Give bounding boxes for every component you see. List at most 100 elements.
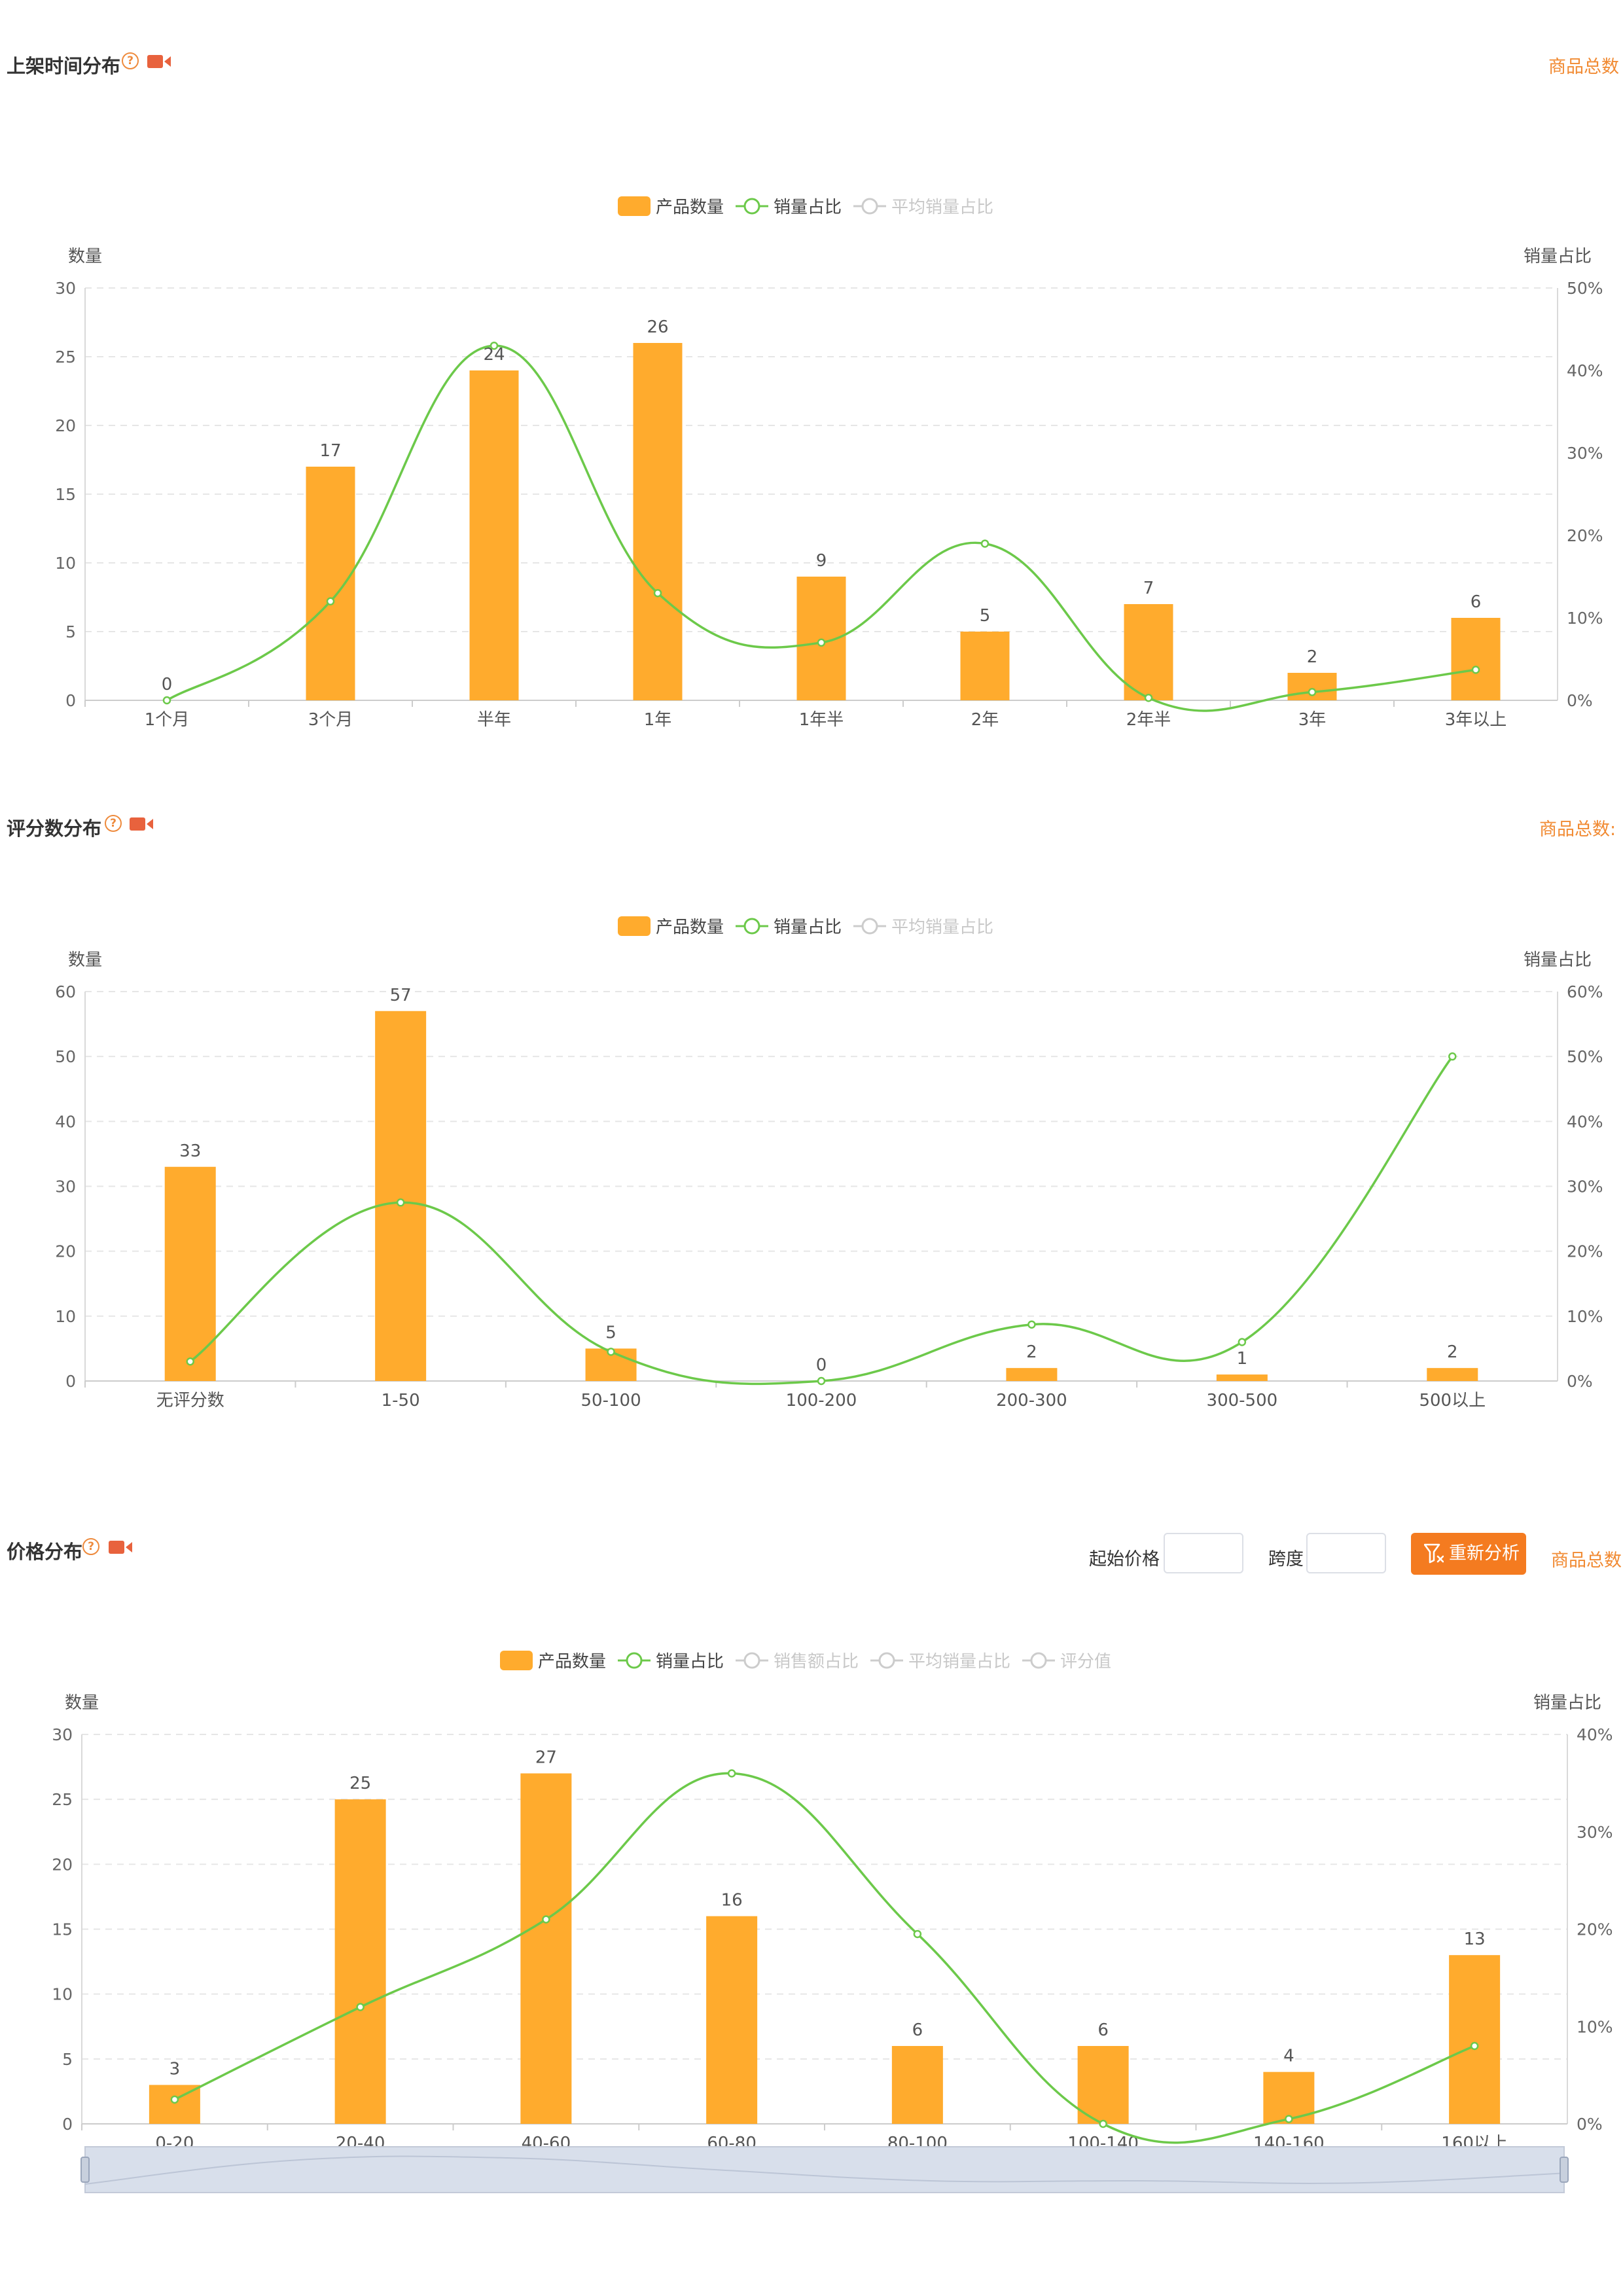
bar <box>334 1799 386 2124</box>
panel-title: 评分数分布 <box>7 817 102 840</box>
line-point <box>542 1915 550 1924</box>
legend-swatch-dot <box>878 1652 895 1669</box>
video-icon[interactable] <box>109 1539 132 1555</box>
video-icon[interactable] <box>130 816 153 832</box>
legend-swatch <box>618 196 651 216</box>
bar-value-label: 3 <box>169 2060 181 2079</box>
y-tick-label-right: 50% <box>1567 1047 1603 1066</box>
panel-header: 价格分布 ? 起始价格 跨度 重新分析 商品总数 <box>0 1532 1623 1575</box>
line-point <box>607 1348 615 1356</box>
legend-label: 平均销量占比 <box>891 198 993 217</box>
bar <box>891 2046 943 2124</box>
y-tick-label-left: 50 <box>55 1047 76 1066</box>
line-point <box>913 1929 922 1939</box>
legend-item: 销量占比 <box>736 918 842 937</box>
help-icon[interactable]: ? <box>105 815 122 832</box>
legend-swatch-dot <box>743 1652 760 1669</box>
legend-item: 销量占比 <box>736 198 842 217</box>
data-zoom-preview <box>84 2155 1565 2185</box>
legend-item: 平均销量占比 <box>853 198 993 217</box>
bar <box>520 1773 572 2124</box>
bar-value-label: 0 <box>816 1355 827 1375</box>
start-price-input[interactable] <box>1164 1533 1243 1573</box>
help-icon[interactable]: ? <box>82 1538 99 1555</box>
y-axis-left-title: 数量 <box>65 1693 99 1713</box>
x-tick-label: 300-500 <box>1207 1391 1278 1410</box>
y-tick-label-right: 40% <box>1567 361 1603 380</box>
x-tick-label: 3年以上 <box>1445 710 1507 730</box>
y-tick-label-right: 0% <box>1567 691 1593 710</box>
panel-listing-time: 上架时间分布 ? 商品总数 产品数量 销量占比 平均销量占比 数量 销量占比 0 5 10 15… <box>0 46 1623 730</box>
legend-swatch <box>618 916 651 936</box>
legend: 产品数量 销量占比 平均销量占比 <box>618 196 993 217</box>
x-tick-label: 无评分数 <box>156 1391 224 1410</box>
panel-rating-count: 评分数分布 ? 商品总数: 产品数量 销量占比 平均销量占比 数量 销量占比 0 10 20 3… <box>0 808 1623 1463</box>
y-axis-right-title: 销量占比 <box>1524 950 1592 970</box>
x-tick-label: 50-100 <box>581 1391 641 1410</box>
y-tick-label-left: 5 <box>62 2050 73 2069</box>
bar <box>960 632 1010 700</box>
line-point <box>162 696 171 705</box>
legend-item: 评分值 <box>1022 1652 1111 1672</box>
y-tick-label-left: 20 <box>55 1242 76 1261</box>
video-icon[interactable] <box>147 54 171 69</box>
bar-value-label: 17 <box>319 441 341 461</box>
bar <box>1216 1374 1268 1381</box>
bar <box>1077 2046 1129 2124</box>
x-tick-label: 1-50 <box>382 1391 420 1410</box>
y-tick-label-left: 25 <box>55 348 76 367</box>
bar-value-label: 4 <box>1283 2047 1294 2066</box>
line-point <box>653 588 662 598</box>
y-tick-label-left: 60 <box>55 982 76 1001</box>
bar-value-label: 5 <box>980 606 991 626</box>
legend-item: 平均销量占比 <box>853 918 993 937</box>
data-zoom-slider[interactable] <box>80 2146 1569 2193</box>
legend-swatch-dot <box>861 918 878 935</box>
reanalyze-button[interactable]: 重新分析 <box>1411 1533 1526 1575</box>
y-tick-label-right: 40% <box>1577 1725 1613 1744</box>
y-tick-label-right: 20% <box>1577 1920 1613 1939</box>
y-tick-label-right: 10% <box>1567 1307 1603 1326</box>
y-tick-label-left: 30 <box>55 279 76 298</box>
x-tick-label: 1个月 <box>145 710 190 730</box>
legend-label: 销售额占比 <box>774 1652 859 1672</box>
reanalyze-button-label: 重新分析 <box>1449 1543 1520 1564</box>
y-tick-label-left: 10 <box>52 1985 73 2004</box>
y-tick-label-left: 10 <box>55 554 76 573</box>
legend: 产品数量 销量占比 销售额占比 平均销量占比 评分值 <box>500 1651 1111 1672</box>
line-point <box>396 1198 405 1207</box>
span-input[interactable] <box>1306 1533 1386 1573</box>
panel-price: 价格分布 ? 起始价格 跨度 重新分析 商品总数 产品数量 销量占比 销售额占比 平均… <box>0 1532 1623 2284</box>
legend: 产品数量 销量占比 平均销量占比 <box>618 916 993 937</box>
y-tick-label-right: 60% <box>1567 982 1603 1001</box>
bar-value-label: 2 <box>1447 1342 1458 1362</box>
x-tick-label: 200-300 <box>996 1391 1067 1410</box>
legend-item: 产品数量 <box>618 196 724 217</box>
data-zoom-handle[interactable] <box>1560 2157 1569 2183</box>
bar <box>469 370 519 700</box>
legend-item: 产品数量 <box>618 916 724 937</box>
bar-value-label: 6 <box>912 2020 923 2040</box>
bar-value-label: 9 <box>816 551 827 571</box>
bar-value-label: 6 <box>1097 2020 1109 2040</box>
y-tick-label-right: 30% <box>1577 1823 1613 1842</box>
y-tick-label-left: 0 <box>65 1372 76 1391</box>
series-line <box>174 1772 1475 2144</box>
bar-value-label: 16 <box>721 1891 743 1910</box>
y-tick-label-left: 20 <box>55 416 76 435</box>
y-tick-label-right: 10% <box>1567 609 1603 628</box>
legend-label: 产品数量 <box>538 1652 606 1672</box>
line-point <box>1238 1338 1247 1346</box>
y-tick-label-left: 15 <box>55 485 76 504</box>
legend-swatch-dot <box>1030 1652 1047 1669</box>
line-point <box>1471 666 1480 674</box>
x-tick-label: 500以上 <box>1419 1391 1486 1410</box>
y-tick-label-right: 30% <box>1567 1177 1603 1196</box>
panel-title: 上架时间分布 <box>7 55 121 77</box>
help-icon[interactable]: ? <box>122 52 139 69</box>
bar-value-label: 26 <box>647 317 668 337</box>
data-zoom-handle[interactable] <box>80 2157 90 2183</box>
line-point <box>1470 2041 1479 2051</box>
y-tick-label-left: 25 <box>52 1790 73 1809</box>
